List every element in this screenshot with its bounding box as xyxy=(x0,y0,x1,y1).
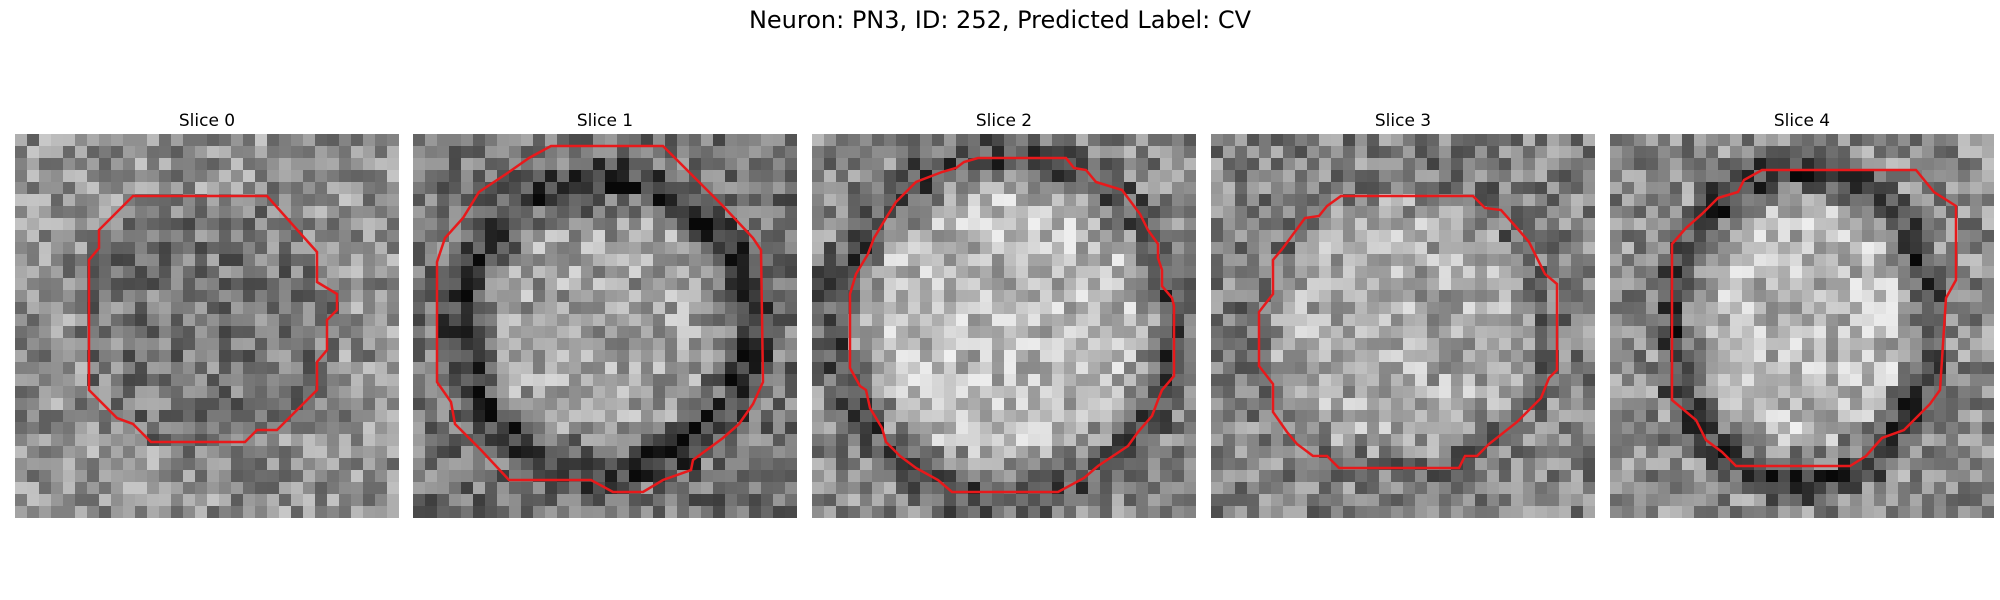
contour-0 xyxy=(87,194,339,444)
slice-panel-3: Slice 3 xyxy=(1211,110,1595,518)
contour-2 xyxy=(848,156,1176,494)
slice-panel-4: Slice 4 xyxy=(1610,110,1994,518)
slice-title-3: Slice 3 xyxy=(1374,111,1432,131)
slice-image-2 xyxy=(812,134,1196,518)
figure-title: Neuron: PN3, ID: 252, Predicted Label: C… xyxy=(748,6,1252,34)
slice-image-0 xyxy=(15,134,399,518)
slice-title-0: Slice 0 xyxy=(178,111,236,131)
slice-title-4: Slice 4 xyxy=(1773,111,1831,131)
slice-image-4 xyxy=(1610,134,1994,518)
contour-1 xyxy=(435,144,765,494)
slice-image-1 xyxy=(413,134,797,518)
slice-panel-0: Slice 0 xyxy=(15,110,399,518)
slice-image-3 xyxy=(1211,134,1595,518)
slice-title-1: Slice 1 xyxy=(576,111,634,131)
slice-panel-2: Slice 2 xyxy=(812,110,1196,518)
contour-4 xyxy=(1670,168,1958,468)
slice-panel-1: Slice 1 xyxy=(413,110,797,518)
contour-3 xyxy=(1257,194,1559,470)
slice-title-2: Slice 2 xyxy=(975,111,1033,131)
